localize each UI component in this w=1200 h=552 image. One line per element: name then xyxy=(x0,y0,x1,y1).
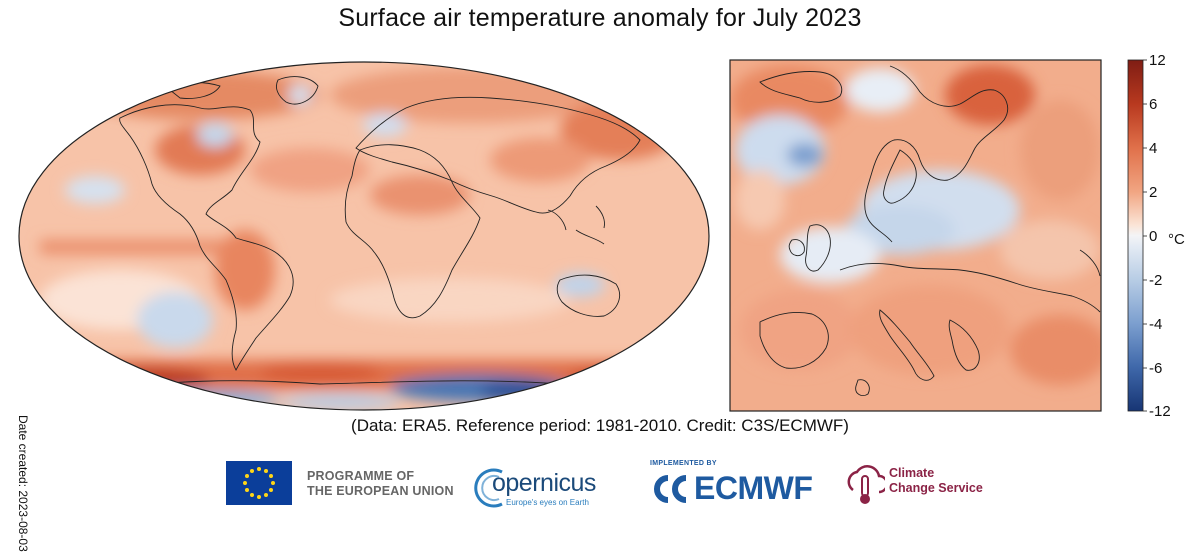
ecmwf-logo: IMPLEMENTED BY ECMWF xyxy=(648,460,818,510)
c3s-line-1: Climate xyxy=(889,466,935,480)
ecmwf-wordmark: ECMWF xyxy=(694,470,813,506)
eu-programme-text: PROGRAMME OF THE EUROPEAN UNION xyxy=(307,469,454,499)
europe-map xyxy=(729,59,1102,412)
maps-canvas xyxy=(18,59,1147,412)
copernicus-wordmark: opernicus xyxy=(492,469,596,497)
global-map xyxy=(18,61,710,411)
eu-line-2: THE EUROPEAN UNION xyxy=(307,484,454,498)
thermometer-cloud-icon xyxy=(847,465,885,504)
eu-line-1: PROGRAMME OF xyxy=(307,469,415,483)
colorbar-tick-label: 12 xyxy=(1149,52,1166,69)
c3s-logo: Climate Change Service xyxy=(843,460,1003,512)
c3s-line-2: Change Service xyxy=(889,481,983,495)
colorbar-tick-label: 2 xyxy=(1149,184,1158,201)
colorbar-tick-label: -4 xyxy=(1149,316,1163,333)
copernicus-logo: opernicus Europe's eyes on Earth xyxy=(472,464,602,512)
colorbar-unit: °C xyxy=(1168,231,1185,248)
colorbar-tick-label: 6 xyxy=(1149,96,1158,113)
colorbar-tick-label: 4 xyxy=(1149,140,1158,157)
c3s-text: Climate Change Service xyxy=(889,466,983,496)
ecmwf-implemented-by: IMPLEMENTED BY xyxy=(650,460,717,467)
eu-stars-icon xyxy=(243,467,275,499)
ecmwf-swirl-icon xyxy=(654,475,687,503)
logo-strip: PROGRAMME OF THE EUROPEAN UNION opernicu… xyxy=(0,458,1200,514)
map-title: Surface air temperature anomaly for July… xyxy=(338,4,862,32)
colorbar-tick-label: -2 xyxy=(1149,272,1163,289)
colorbar xyxy=(1127,59,1147,412)
copernicus-ring-icon xyxy=(474,468,503,508)
colorbar-tick-label: -12 xyxy=(1149,403,1171,420)
copernicus-tagline: Europe's eyes on Earth xyxy=(506,498,589,507)
colorbar-tick-label: -6 xyxy=(1149,360,1163,377)
eu-flag-logo xyxy=(226,461,292,505)
data-credit: (Data: ERA5. Reference period: 1981-2010… xyxy=(351,416,849,435)
colorbar-tick-label: 0 xyxy=(1149,228,1158,245)
